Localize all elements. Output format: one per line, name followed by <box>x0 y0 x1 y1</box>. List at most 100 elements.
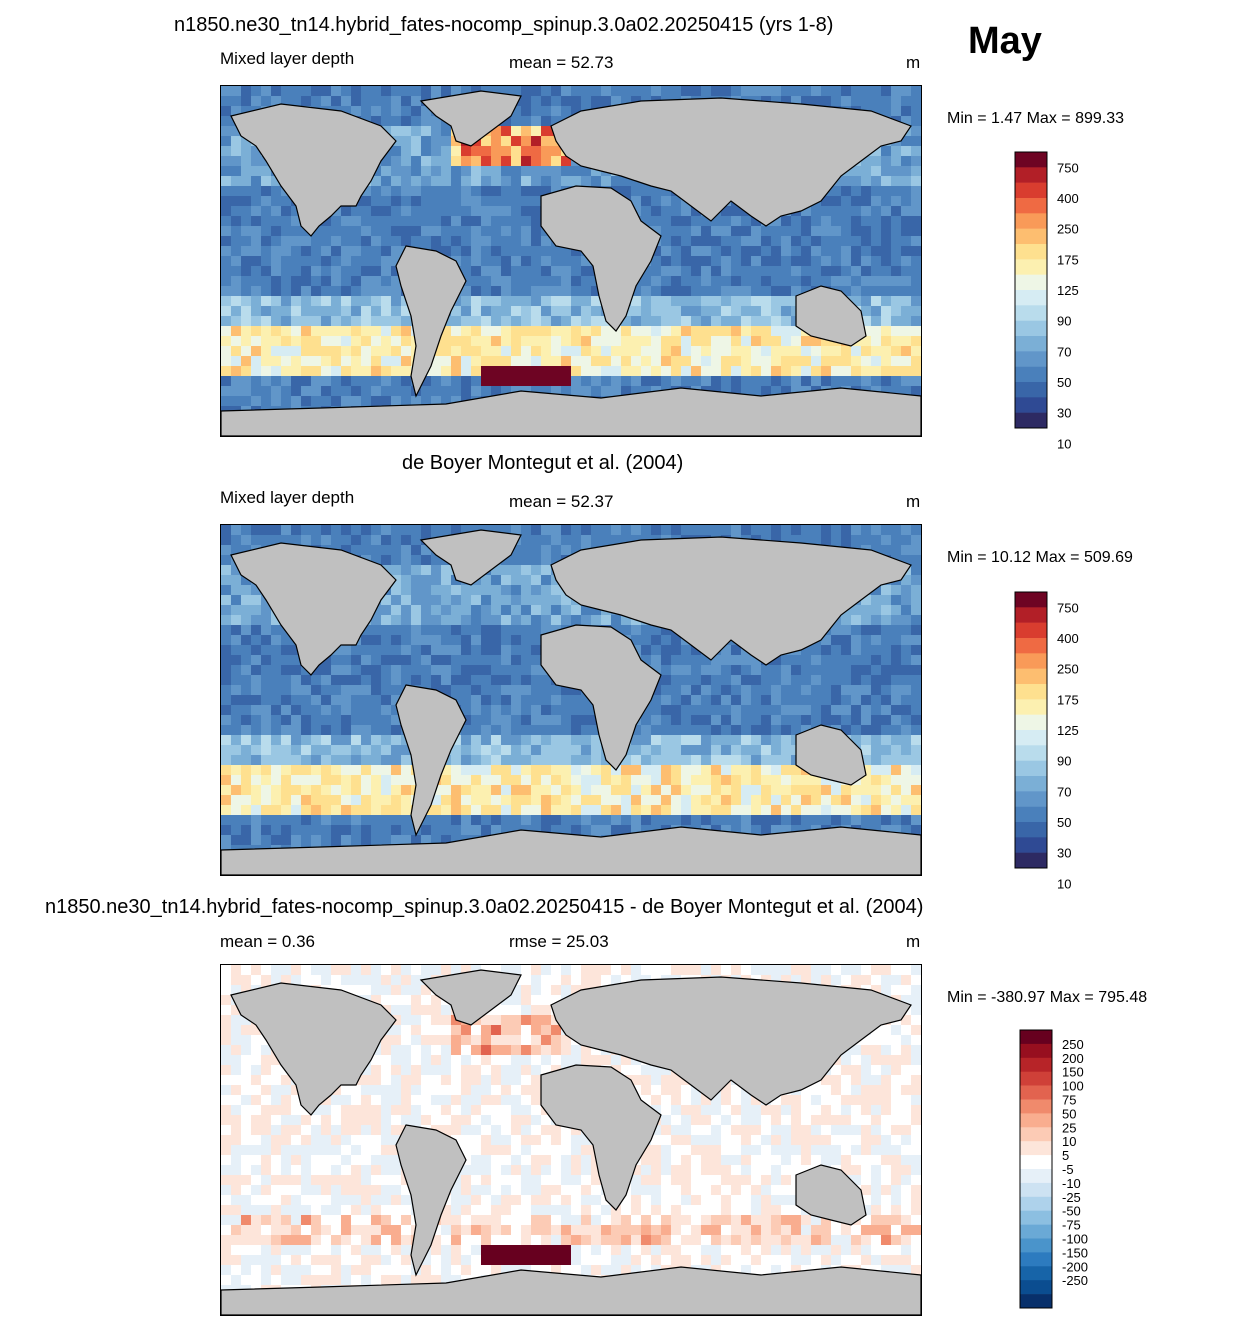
colorbar-tick-label: 10 <box>1062 1134 1076 1149</box>
colorbar-swatch <box>1015 776 1047 792</box>
colorbar-tick-label: 25 <box>1062 1120 1076 1135</box>
colorbar-swatch <box>1020 1196 1052 1211</box>
colorbar-tick-label: -10 <box>1062 1176 1081 1191</box>
colorbar-tick-label: -75 <box>1062 1218 1081 1233</box>
colorbar-swatch <box>1020 1266 1052 1281</box>
colorbar-swatch <box>1020 1030 1052 1045</box>
colorbar-swatch <box>1015 852 1047 869</box>
colorbar-swatch <box>1015 412 1047 429</box>
colorbar-tick-label: 70 <box>1057 344 1071 359</box>
colorbar-tick-label: 90 <box>1057 314 1071 329</box>
colorbar-swatch <box>1015 397 1047 413</box>
colorbar-swatch <box>1015 351 1047 367</box>
colorbar-swatch <box>1015 837 1047 853</box>
panel-3-title: n1850.ne30_tn14.hybrid_fates-nocomp_spin… <box>45 896 924 918</box>
colorbar-swatch <box>1015 592 1047 608</box>
panel-2-field <box>221 525 921 875</box>
colorbar-tick-label: 250 <box>1057 222 1079 237</box>
colorbar-swatch <box>1020 1127 1052 1142</box>
panel-3-units: m <box>906 932 921 951</box>
colorbar-tick-label: 30 <box>1057 846 1071 861</box>
colorbar-swatch <box>1020 1280 1052 1295</box>
colorbar-tick-label: 125 <box>1057 723 1079 738</box>
colorbar-tick-label: 90 <box>1057 754 1071 769</box>
colorbar-tick-label: 50 <box>1057 815 1071 830</box>
colorbar-swatch <box>1015 290 1047 306</box>
colorbar-swatch <box>1020 1113 1052 1128</box>
colorbar-tick-label: 75 <box>1062 1093 1076 1108</box>
panel-1-title: n1850.ne30_tn14.hybrid_fates-nocomp_spin… <box>174 14 834 36</box>
colorbar-swatch <box>1015 668 1047 685</box>
colorbar-swatch <box>1015 745 1047 761</box>
colorbar-swatch <box>1015 382 1047 398</box>
colorbar-swatch <box>1015 259 1047 275</box>
colorbar-tick-label: -25 <box>1062 1190 1081 1205</box>
panel-1-map <box>220 85 922 437</box>
panel-2-title: de Boyer Montegut et al. (2004) <box>402 452 684 474</box>
panel-1-mean-label: mean = 52.73 <box>509 53 614 72</box>
colorbar-swatch <box>1015 213 1047 229</box>
colorbar-swatch <box>1015 228 1047 245</box>
colorbar-swatch <box>1020 1169 1052 1184</box>
colorbar-swatch <box>1020 1141 1052 1156</box>
panel-3-mean-label: mean = 0.36 <box>220 932 315 951</box>
colorbar-tick-label: -50 <box>1062 1204 1081 1219</box>
panel-3-colorbar: 250 200 150 100 75 50 25 10 5 -5 -10 -25 -50 -75 -100-… <box>1019 1029 1140 1309</box>
colorbar-tick-label: 150 <box>1062 1065 1084 1080</box>
colorbar-tick-label: 10 <box>1057 436 1071 451</box>
colorbar-tick-label: -250 <box>1062 1273 1088 1288</box>
colorbar-tick-label: 100 <box>1062 1079 1084 1094</box>
colorbar-tick-label: 175 <box>1057 252 1079 267</box>
colorbar-swatch <box>1015 806 1047 823</box>
colorbar-tick-label: -5 <box>1062 1162 1074 1177</box>
colorbar-swatch <box>1015 653 1047 669</box>
panel-3-field <box>221 965 921 1315</box>
colorbar-tick-label: 200 <box>1062 1051 1084 1066</box>
colorbar-swatch <box>1020 1238 1052 1253</box>
colorbar-tick-label: -100 <box>1062 1232 1088 1247</box>
colorbar-tick-label: 5 <box>1062 1148 1069 1163</box>
colorbar-tick-label: 50 <box>1057 375 1071 390</box>
colorbar-tick-label: 750 <box>1057 160 1079 175</box>
month-label: May <box>968 20 1042 62</box>
colorbar-swatch <box>1015 198 1047 214</box>
panel-3-map <box>220 964 922 1316</box>
colorbar-swatch <box>1020 1085 1052 1100</box>
colorbar-tick-label: -200 <box>1062 1259 1088 1274</box>
colorbar-swatch <box>1015 607 1047 623</box>
colorbar-tick-label: 30 <box>1057 406 1071 421</box>
colorbar-swatch <box>1015 622 1047 639</box>
colorbar-swatch <box>1020 1182 1052 1198</box>
colorbar-swatch <box>1015 336 1047 352</box>
colorbar-swatch <box>1015 684 1047 700</box>
colorbar-tick-label: 250 <box>1062 1037 1084 1052</box>
panel-2-map <box>220 524 922 876</box>
colorbar-swatch <box>1015 244 1047 260</box>
colorbar-swatch <box>1020 1210 1052 1225</box>
colorbar-swatch <box>1015 730 1047 746</box>
colorbar-tick-label: 400 <box>1057 631 1079 646</box>
colorbar-swatch <box>1020 1071 1052 1086</box>
colorbar-tick-label: 175 <box>1057 692 1079 707</box>
panel-3-minmax: Min = -380.97 Max = 795.48 <box>947 989 1148 1006</box>
colorbar-swatch <box>1015 638 1047 654</box>
colorbar-swatch <box>1020 1224 1052 1239</box>
colorbar-tick-label: 125 <box>1057 283 1079 298</box>
colorbar-swatch <box>1015 699 1047 715</box>
colorbar-swatch <box>1015 760 1047 777</box>
colorbar-swatch <box>1020 1043 1052 1059</box>
colorbar-swatch <box>1015 305 1047 321</box>
panel-3-rmse-label: rmse = 25.03 <box>509 932 609 951</box>
colorbar-swatch <box>1015 714 1047 731</box>
colorbar-swatch <box>1015 366 1047 383</box>
colorbar-swatch <box>1015 791 1047 807</box>
colorbar-swatch <box>1020 1099 1052 1114</box>
colorbar-swatch <box>1015 182 1047 199</box>
panel-1-colorbar: 750 400 250 175 125 90 70 50 30 10 <box>1014 151 1135 451</box>
colorbar-tick-label: 10 <box>1057 876 1071 891</box>
colorbar-swatch <box>1020 1057 1052 1072</box>
panel-1-units: m <box>906 53 921 72</box>
panel-1-minmax: Min = 1.47 Max = 899.33 <box>947 110 1124 127</box>
colorbar-swatch <box>1015 167 1047 183</box>
colorbar-swatch <box>1015 152 1047 168</box>
